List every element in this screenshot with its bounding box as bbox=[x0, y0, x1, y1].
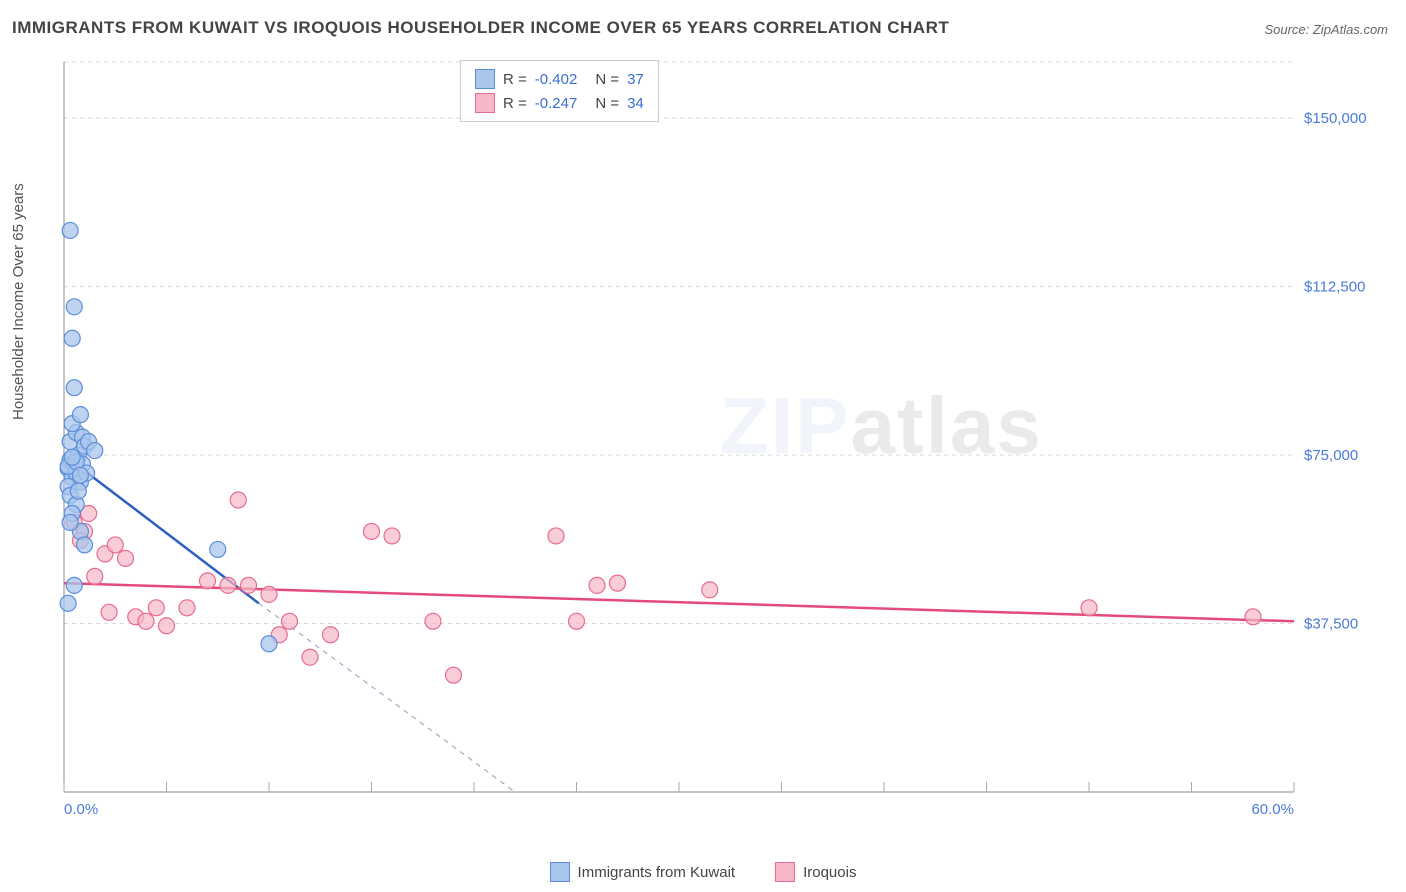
chart-title: IMMIGRANTS FROM KUWAIT VS IROQUOIS HOUSE… bbox=[12, 18, 949, 38]
legend-row-iroquois: R = -0.247 N = 34 bbox=[475, 91, 644, 115]
legend-n-value-iroquois: 34 bbox=[627, 95, 644, 112]
svg-text:$37,500: $37,500 bbox=[1304, 616, 1358, 633]
series-legend: Immigrants from Kuwait Iroquois bbox=[0, 862, 1406, 882]
svg-text:$112,500: $112,500 bbox=[1304, 279, 1365, 296]
legend-swatch-kuwait bbox=[475, 69, 495, 89]
chart-plot-area: $37,500 $75,000 $112,500 $150,000 0.0% 60.0% bbox=[54, 58, 1384, 828]
svg-text:0.0%: 0.0% bbox=[64, 801, 98, 818]
legend-n-label: N = bbox=[595, 95, 619, 112]
legend-item-iroquois: Iroquois bbox=[775, 862, 856, 882]
legend-item-kuwait: Immigrants from Kuwait bbox=[550, 862, 736, 882]
svg-text:60.0%: 60.0% bbox=[1251, 801, 1294, 818]
legend-label-iroquois: Iroquois bbox=[803, 864, 856, 881]
legend-swatch-iroquois bbox=[475, 93, 495, 113]
legend-n-value-kuwait: 37 bbox=[627, 71, 644, 88]
legend-swatch-iroquois-icon bbox=[775, 862, 795, 882]
legend-r-value-kuwait: -0.402 bbox=[535, 71, 578, 88]
legend-r-label: R = bbox=[503, 95, 527, 112]
source-attribution: Source: ZipAtlas.com bbox=[1264, 22, 1388, 37]
legend-r-label: R = bbox=[503, 71, 527, 88]
legend-swatch-kuwait-icon bbox=[550, 862, 570, 882]
svg-text:$75,000: $75,000 bbox=[1304, 447, 1358, 464]
y-axis-label: Householder Income Over 65 years bbox=[10, 183, 27, 420]
legend-n-label: N = bbox=[595, 71, 619, 88]
correlation-legend: R = -0.402 N = 37 R = -0.247 N = 34 bbox=[460, 60, 659, 122]
legend-r-value-iroquois: -0.247 bbox=[535, 95, 578, 112]
legend-label-kuwait: Immigrants from Kuwait bbox=[578, 864, 736, 881]
svg-text:$150,000: $150,000 bbox=[1304, 110, 1367, 127]
scatter-chart-svg: $37,500 $75,000 $112,500 $150,000 0.0% 60.0% bbox=[54, 58, 1384, 828]
legend-row-kuwait: R = -0.402 N = 37 bbox=[475, 67, 644, 91]
